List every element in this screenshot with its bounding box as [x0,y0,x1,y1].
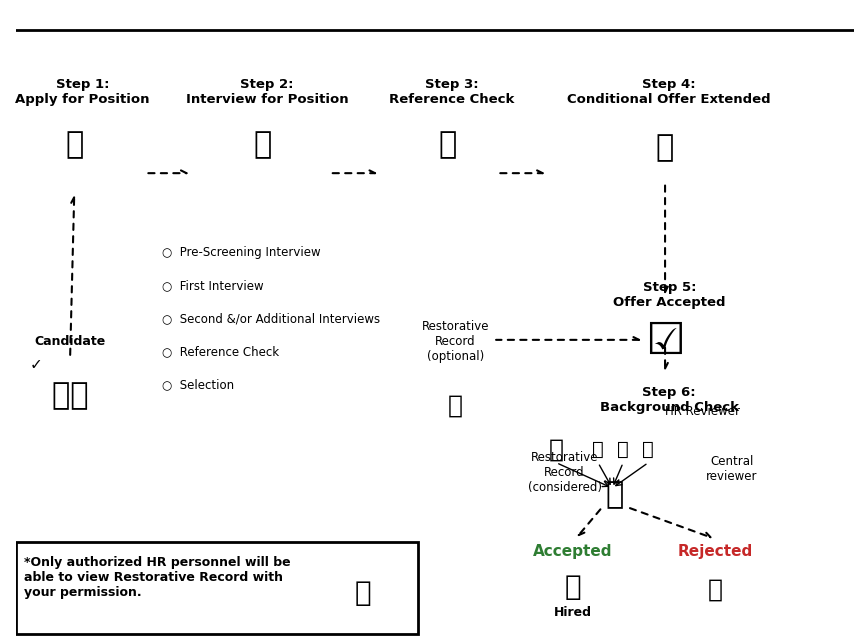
Text: 🗄: 🗄 [605,480,624,509]
Text: Restorative
Record
(optional): Restorative Record (optional) [422,320,489,363]
Text: ○  First Interview: ○ First Interview [162,279,264,293]
Text: Candidate: Candidate [34,335,106,348]
Text: Hired: Hired [554,606,592,619]
Text: Central
reviewer: Central reviewer [706,455,758,483]
Text: ○  Selection: ○ Selection [162,379,234,392]
Text: 📄: 📄 [617,440,629,459]
Text: Step 4:
Conditional Offer Extended: Step 4: Conditional Offer Extended [568,78,771,105]
Text: ○  Pre-Screening Interview: ○ Pre-Screening Interview [162,246,321,259]
FancyBboxPatch shape [15,542,418,635]
Text: 🚫: 🚫 [355,579,372,607]
Text: Step 1:
Apply for Position: Step 1: Apply for Position [15,78,150,105]
Text: 🤝: 🤝 [438,130,457,159]
Text: ❌: ❌ [708,578,722,602]
Text: *Only authorized HR personnel will be
able to view Restorative Record with
your : *Only authorized HR personnel will be ab… [24,556,291,599]
Text: Accepted: Accepted [534,544,613,559]
Text: 📄: 📄 [642,440,654,459]
Text: 🖥: 🖥 [656,133,675,162]
Text: 🧑‍💻: 🧑‍💻 [52,381,88,410]
Text: ✓: ✓ [30,357,43,371]
Text: 🎉: 🎉 [564,573,581,601]
Text: HR Reviewer: HR Reviewer [665,405,740,419]
Text: Step 2:
Interview for Position: Step 2: Interview for Position [186,78,348,105]
Text: Rejected: Rejected [678,544,753,559]
Text: ○  Second &/or Additional Interviews: ○ Second &/or Additional Interviews [162,312,380,325]
Text: 🖥: 🖥 [65,130,84,159]
Text: Restorative
Record
(considered): Restorative Record (considered) [528,450,602,494]
Text: ○  Reference Check: ○ Reference Check [162,346,280,358]
Text: 👥: 👥 [254,130,272,159]
Text: 📄: 📄 [593,440,604,459]
Text: Step 3:
Reference Check: Step 3: Reference Check [389,78,514,105]
Text: 🚨: 🚨 [549,438,563,462]
Text: ☑: ☑ [646,320,685,363]
Text: 📋: 📋 [448,394,463,417]
Text: Step 5:
Offer Accepted: Step 5: Offer Accepted [613,281,726,309]
Text: Step 6:
Background Check: Step 6: Background Check [599,387,739,414]
